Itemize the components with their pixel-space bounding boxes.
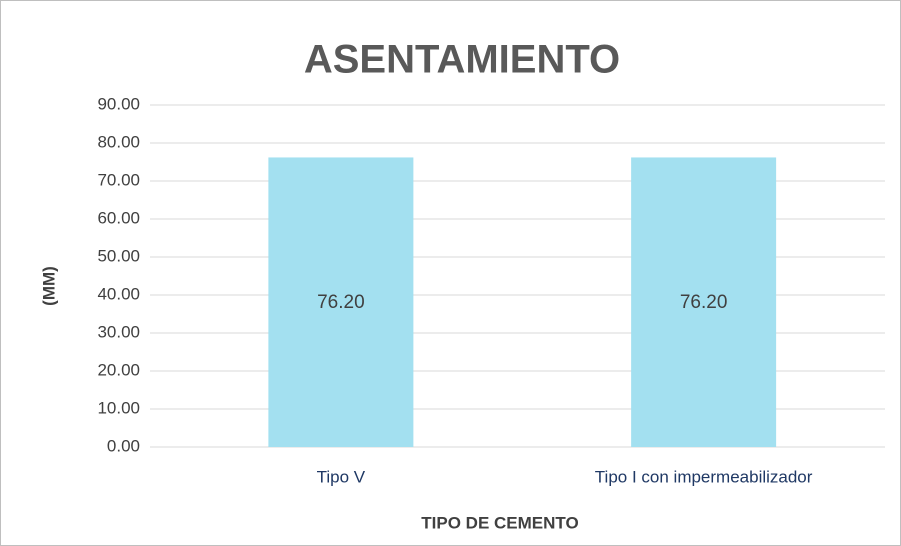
bar (631, 157, 777, 447)
y-tick-label: 90.00 (97, 94, 140, 113)
data-label: 76.20 (317, 292, 365, 313)
y-tick-label: 20.00 (97, 360, 140, 379)
y-axis-title: (MM) (39, 266, 58, 306)
y-tick-label: 50.00 (97, 246, 140, 265)
y-tick-label: 60.00 (97, 208, 140, 227)
x-tick-label: Tipo V (317, 467, 366, 486)
y-tick-label: 80.00 (97, 132, 140, 151)
y-tick-label: 30.00 (97, 322, 140, 341)
y-tick-label: 40.00 (97, 284, 140, 303)
y-tick-label: 70.00 (97, 170, 140, 189)
x-axis-title: TIPO DE CEMENTO (421, 513, 578, 532)
bar (268, 157, 414, 447)
data-label: 76.20 (680, 292, 728, 313)
chart-title: ASENTAMIENTO (304, 38, 620, 82)
y-tick-label: 0.00 (107, 436, 140, 455)
y-tick-label: 10.00 (97, 398, 140, 417)
x-tick-label: Tipo I con impermeabilizador (595, 467, 813, 486)
